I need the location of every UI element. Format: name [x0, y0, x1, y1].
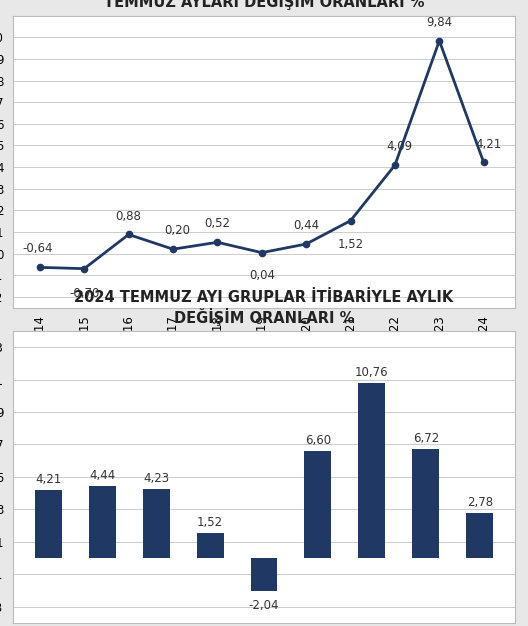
Text: 0,52: 0,52 — [204, 217, 230, 230]
Text: 6,60: 6,60 — [305, 434, 331, 447]
Bar — [250, 558, 278, 591]
Text: -0,64: -0,64 — [22, 242, 53, 255]
Bar — [359, 384, 385, 558]
Text: 0,88: 0,88 — [116, 210, 142, 223]
Bar — [305, 451, 332, 558]
Text: 0,44: 0,44 — [293, 219, 319, 232]
Text: 4,21: 4,21 — [35, 473, 61, 486]
Title: İSTANBUL ÜCRETLİLER GEÇİNME İNDEKSİ 2014-2024
TEMMUZ AYLARI DEĞİŞİM ORANLARI %: İSTANBUL ÜCRETLİLER GEÇİNME İNDEKSİ 2014… — [48, 0, 480, 10]
Bar — [143, 490, 169, 558]
Text: 4,09: 4,09 — [386, 140, 412, 153]
Text: -2,04: -2,04 — [249, 599, 279, 612]
Bar — [89, 486, 116, 558]
Text: 1,52: 1,52 — [197, 516, 223, 530]
Bar — [412, 449, 439, 558]
Text: 4,21: 4,21 — [475, 138, 501, 151]
Title: 2024 TEMMUZ AYI GRUPLAR İTİBARİYLE AYLIK
DEĞİŞİM ORANLARI %: 2024 TEMMUZ AYI GRUPLAR İTİBARİYLE AYLIK… — [74, 290, 454, 326]
Bar — [466, 513, 493, 558]
Text: 1,52: 1,52 — [337, 238, 364, 251]
Text: 4,23: 4,23 — [143, 473, 169, 485]
Text: 0,20: 0,20 — [164, 224, 191, 237]
Bar — [196, 533, 223, 558]
Text: 4,44: 4,44 — [89, 469, 115, 482]
Text: 2,78: 2,78 — [467, 496, 493, 509]
Bar — [35, 490, 62, 558]
Text: 6,72: 6,72 — [413, 432, 439, 445]
Text: 10,76: 10,76 — [355, 366, 389, 379]
Text: -0,70: -0,70 — [69, 287, 99, 300]
Text: 9,84: 9,84 — [426, 16, 452, 29]
Text: 0,04: 0,04 — [249, 269, 275, 282]
